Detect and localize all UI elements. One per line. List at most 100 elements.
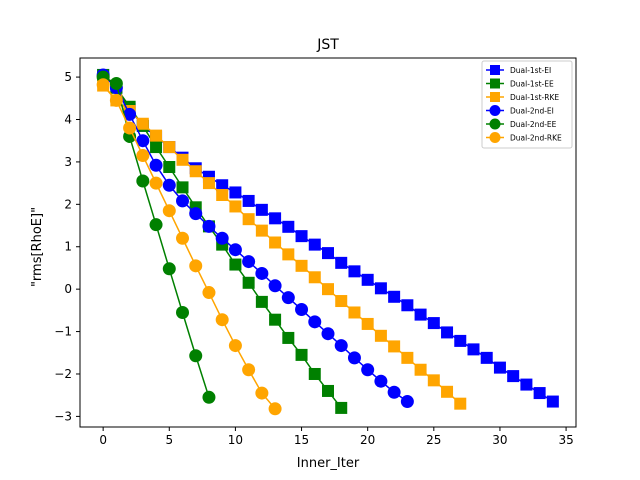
data-point — [229, 258, 242, 271]
data-point — [387, 385, 401, 399]
data-point — [454, 397, 467, 410]
legend-marker — [489, 118, 501, 130]
x-axis-label: Inner_Iter — [297, 456, 360, 471]
y-tick-label: −3 — [54, 409, 72, 423]
data-point — [441, 385, 454, 398]
data-point — [401, 351, 414, 364]
axes-frame — [79, 57, 577, 428]
data-point — [202, 177, 215, 190]
data-point — [242, 363, 256, 377]
data-point — [335, 295, 348, 308]
data-point — [136, 134, 150, 148]
data-point — [136, 117, 149, 130]
data-point — [123, 121, 137, 135]
data-point — [215, 231, 229, 245]
data-point — [322, 283, 334, 296]
data-point — [335, 256, 348, 269]
legend-label: Dual-2nd-EI — [510, 107, 554, 116]
data-point — [361, 363, 375, 377]
legend-marker — [489, 105, 501, 116]
data-point — [242, 276, 255, 289]
data-point — [295, 348, 308, 361]
legend-marker — [490, 78, 500, 89]
data-point — [229, 186, 242, 199]
data-point — [202, 286, 216, 300]
legend-marker — [490, 65, 500, 75]
data-point — [282, 331, 295, 344]
data-point — [269, 212, 282, 225]
data-point — [149, 158, 163, 172]
plot-area: 0 5 10 15 20 25 30 35 −3 −2 −1 0 1 2 3 4 5 — [54, 57, 577, 447]
series-line — [102, 85, 461, 405]
data-point — [308, 238, 321, 251]
data-point — [268, 402, 282, 416]
data-point — [295, 303, 309, 317]
legend-box — [481, 60, 573, 149]
data-point — [480, 351, 493, 364]
data-point — [255, 224, 268, 237]
data-point — [255, 203, 268, 216]
legend-item: Dual-2nd-EE — [486, 118, 557, 130]
chart-title: JST — [316, 37, 339, 53]
data-point — [507, 370, 520, 383]
data-point — [295, 230, 308, 243]
legend-label: Dual-2nd-RKE — [510, 134, 562, 143]
data-point — [295, 259, 308, 272]
x-tick-label: 25 — [426, 433, 441, 447]
x-tick-label: 15 — [294, 433, 309, 447]
y-tick-label: 5 — [64, 70, 72, 84]
data-point — [269, 313, 282, 326]
data-point — [162, 178, 176, 192]
data-point — [215, 313, 229, 327]
y-tick-label: −2 — [54, 367, 72, 381]
x-tick-label: 30 — [492, 433, 507, 447]
y-tick-label: 3 — [64, 155, 72, 169]
data-point — [149, 176, 163, 190]
y-tick-label: 2 — [64, 197, 72, 211]
data-point — [348, 265, 361, 278]
data-point — [216, 188, 229, 201]
data-point — [96, 78, 110, 92]
data-point — [308, 315, 322, 329]
data-point — [162, 204, 176, 218]
data-point — [149, 218, 163, 232]
data-point — [427, 317, 440, 330]
data-point — [216, 179, 229, 192]
data-point — [388, 340, 401, 353]
data-point — [374, 329, 387, 342]
data-point — [150, 141, 163, 154]
data-point — [533, 387, 546, 400]
data-point — [228, 339, 242, 353]
data-point — [136, 149, 150, 163]
data-point — [400, 395, 414, 409]
data-point — [176, 181, 189, 194]
legend-item: Dual-2nd-EI — [486, 105, 554, 116]
data-point — [136, 174, 150, 188]
x-tick-label: 10 — [228, 433, 243, 447]
data-point — [162, 262, 176, 276]
data-point — [109, 93, 123, 107]
legend-label: Dual-1st-EE — [510, 80, 554, 89]
y-axis-label: "rms[RhoE]" — [30, 207, 45, 287]
series-dual-2nd-rke — [96, 78, 282, 416]
data-point — [189, 259, 203, 273]
x-tick-label: 35 — [558, 433, 573, 447]
data-point — [374, 374, 388, 388]
data-point — [361, 317, 374, 330]
data-point — [268, 279, 282, 293]
data-point — [347, 351, 361, 365]
legend-label: Dual-1st-RKE — [510, 93, 559, 102]
data-point — [163, 141, 176, 154]
data-point — [388, 290, 401, 303]
legend-item: Dual-1st-RKE — [486, 92, 559, 102]
data-point — [269, 236, 282, 249]
data-point — [242, 255, 256, 269]
x-tick-label: 5 — [165, 433, 173, 447]
data-point — [189, 349, 203, 363]
y-tick-label: 1 — [64, 240, 72, 254]
data-point — [176, 153, 189, 166]
data-point — [255, 295, 268, 308]
data-point — [202, 219, 216, 233]
data-point — [414, 308, 427, 321]
legend-label: Dual-2nd-EE — [510, 120, 557, 129]
